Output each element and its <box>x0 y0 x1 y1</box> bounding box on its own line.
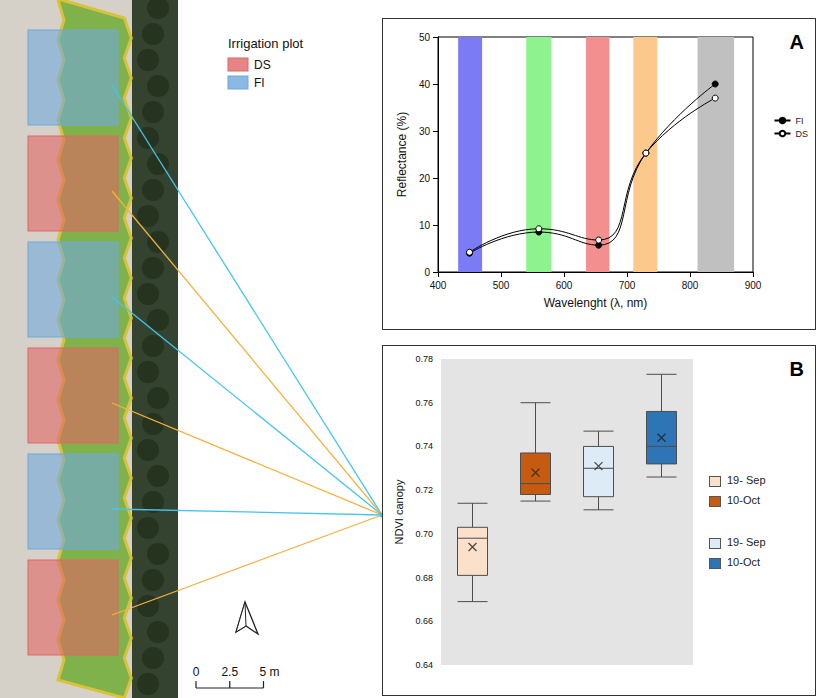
svg-text:500: 500 <box>493 280 510 291</box>
svg-text:5 m: 5 m <box>260 665 280 679</box>
svg-text:800: 800 <box>682 280 699 291</box>
svg-text:600: 600 <box>556 280 573 291</box>
svg-text:50: 50 <box>419 32 431 43</box>
html-text:10-Oct: 10-Oct <box>727 494 760 506</box>
svg-text:400: 400 <box>430 280 447 291</box>
svg-text:Irrigation plot: Irrigation plot <box>228 36 304 51</box>
svg-text:30: 30 <box>419 126 431 137</box>
svg-text:0.70: 0.70 <box>415 529 433 539</box>
svg-text:2.5: 2.5 <box>221 665 238 679</box>
svg-text:Reflectance (%): Reflectance (%) <box>395 112 409 197</box>
html-text:19- Sep: 19- Sep <box>727 474 766 486</box>
html-text:19- Sep: 19- Sep <box>727 536 766 548</box>
svg-text:700: 700 <box>619 280 636 291</box>
svg-text:0.78: 0.78 <box>415 354 433 364</box>
svg-text:A: A <box>790 31 804 53</box>
svg-text:0: 0 <box>193 665 200 679</box>
html-text:10-Oct: 10-Oct <box>727 556 760 568</box>
svg-text:FI: FI <box>254 76 265 90</box>
svg-text:DS: DS <box>795 129 808 139</box>
svg-text:B: B <box>790 358 804 380</box>
svg-text:0.64: 0.64 <box>415 660 433 670</box>
svg-text:0.68: 0.68 <box>415 573 433 583</box>
svg-text:FI: FI <box>795 116 803 126</box>
svg-text:0.74: 0.74 <box>415 441 433 451</box>
svg-text:20: 20 <box>419 173 431 184</box>
svg-text:DS: DS <box>254 58 271 72</box>
svg-text:900: 900 <box>745 280 762 291</box>
svg-text:0.76: 0.76 <box>415 398 433 408</box>
svg-text:0.72: 0.72 <box>415 485 433 495</box>
svg-text:10: 10 <box>419 220 431 231</box>
svg-text:Wavelenght (λ, nm): Wavelenght (λ, nm) <box>544 296 648 310</box>
svg-text:0.66: 0.66 <box>415 616 433 626</box>
svg-text:NDVI canopy: NDVI canopy <box>393 479 405 544</box>
svg-text:40: 40 <box>419 79 431 90</box>
svg-text:0: 0 <box>424 267 430 278</box>
